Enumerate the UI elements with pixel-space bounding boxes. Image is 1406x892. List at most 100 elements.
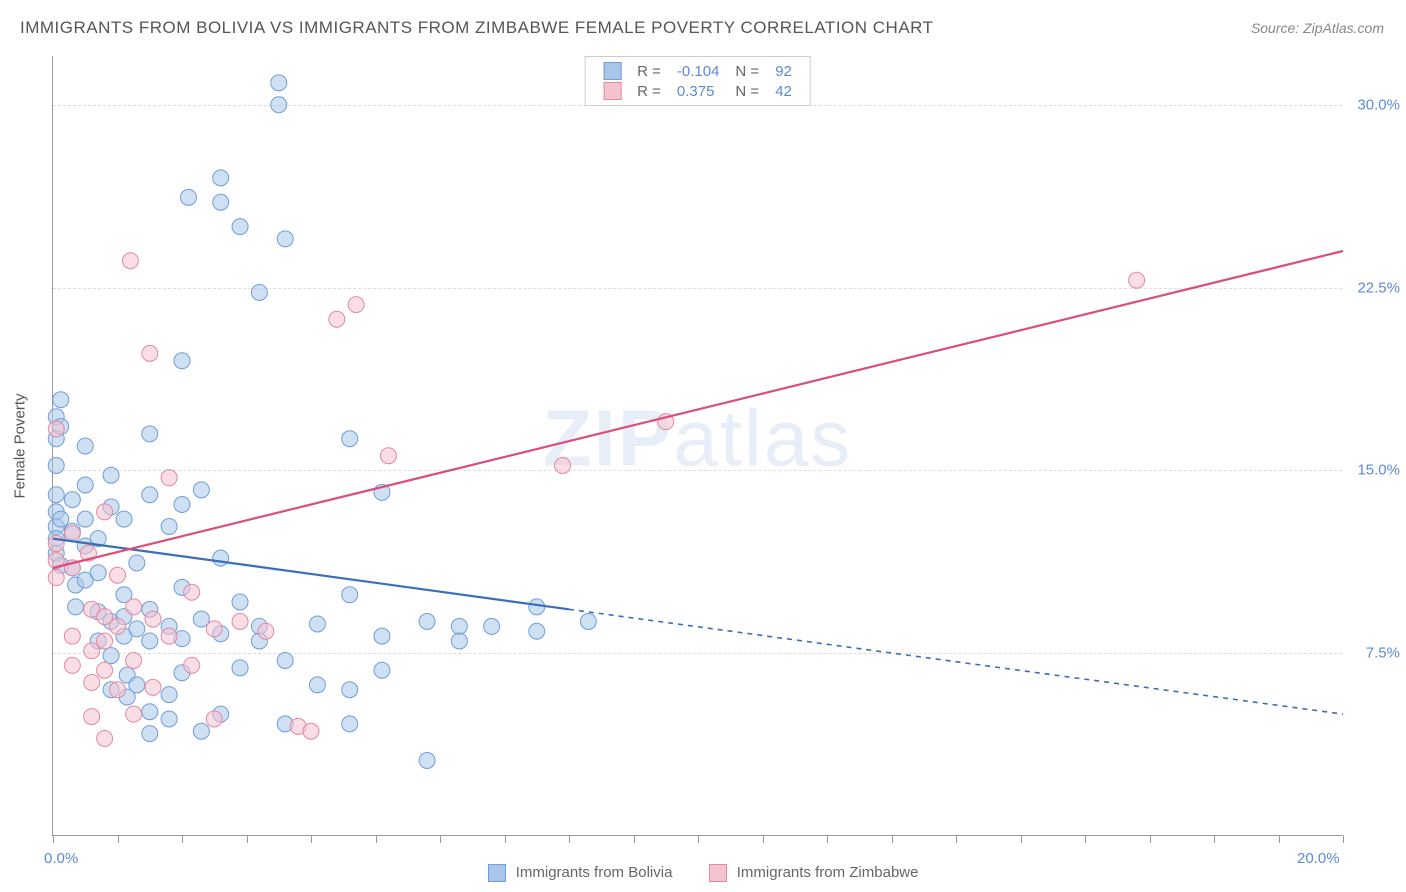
data-point — [53, 392, 69, 408]
data-point — [64, 526, 80, 542]
xtick — [698, 835, 699, 843]
legend-label-zimbabwe: Immigrants from Zimbabwe — [737, 864, 919, 881]
data-point — [161, 518, 177, 534]
data-point — [48, 570, 64, 586]
data-point — [103, 648, 119, 664]
data-point — [129, 621, 145, 637]
data-point — [90, 565, 106, 581]
xtick — [53, 835, 54, 843]
data-point — [342, 716, 358, 732]
legend-N-value-zimbabwe: 42 — [767, 81, 800, 101]
data-point — [251, 284, 267, 300]
data-point — [48, 487, 64, 503]
data-point — [84, 674, 100, 690]
xtick — [311, 835, 312, 843]
legend-R-label: R = — [629, 61, 669, 81]
data-point — [232, 594, 248, 610]
xtick — [1021, 835, 1022, 843]
data-point — [110, 682, 126, 698]
xtick — [634, 835, 635, 843]
legend-swatch-zimbabwe-bottom — [709, 864, 727, 882]
data-point — [529, 623, 545, 639]
legend-bottom: Immigrants from Bolivia Immigrants from … — [0, 864, 1406, 882]
data-point — [64, 657, 80, 673]
ytick-label: 7.5% — [1366, 645, 1400, 662]
data-point — [380, 448, 396, 464]
data-point — [309, 677, 325, 693]
legend-swatch-bolivia — [603, 62, 621, 80]
data-point — [309, 616, 325, 632]
data-point — [110, 567, 126, 583]
data-point — [77, 511, 93, 527]
data-point — [206, 711, 222, 727]
data-point — [419, 614, 435, 630]
legend-item-bolivia: Immigrants from Bolivia — [488, 864, 673, 882]
ytick-label: 30.0% — [1357, 96, 1400, 113]
data-point — [64, 628, 80, 644]
legend-item-zimbabwe: Immigrants from Zimbabwe — [709, 864, 919, 882]
xtick — [376, 835, 377, 843]
data-point — [142, 704, 158, 720]
data-point — [97, 633, 113, 649]
data-point — [184, 657, 200, 673]
data-point — [126, 653, 142, 669]
data-point — [555, 458, 571, 474]
xtick — [247, 835, 248, 843]
data-point — [258, 623, 274, 639]
data-point — [122, 253, 138, 269]
data-point — [529, 599, 545, 615]
data-point — [142, 633, 158, 649]
data-point — [193, 482, 209, 498]
data-point — [142, 345, 158, 361]
trend-line — [569, 609, 1343, 714]
data-point — [126, 706, 142, 722]
xtick — [505, 835, 506, 843]
data-point — [348, 297, 364, 313]
data-point — [484, 618, 500, 634]
data-point — [77, 477, 93, 493]
xtick-label: 20.0% — [1297, 850, 1340, 867]
xtick — [1214, 835, 1215, 843]
data-point — [213, 194, 229, 210]
data-point — [116, 511, 132, 527]
data-point — [232, 219, 248, 235]
data-point — [48, 536, 64, 552]
legend-swatch-zimbabwe — [603, 82, 621, 100]
legend-N-label: N = — [727, 61, 767, 81]
ytick-label: 15.0% — [1357, 462, 1400, 479]
data-point — [271, 97, 287, 113]
data-point — [97, 662, 113, 678]
xtick-label: 0.0% — [44, 850, 78, 867]
data-point — [419, 752, 435, 768]
data-point — [342, 682, 358, 698]
trend-line — [53, 251, 1343, 568]
xtick — [118, 835, 119, 843]
data-point — [232, 660, 248, 676]
xtick — [1279, 835, 1280, 843]
xtick — [956, 835, 957, 843]
data-point — [303, 723, 319, 739]
data-point — [68, 599, 84, 615]
data-point — [142, 726, 158, 742]
data-point — [53, 511, 69, 527]
data-point — [161, 628, 177, 644]
data-point — [342, 431, 358, 447]
data-point — [145, 679, 161, 695]
xtick — [827, 835, 828, 843]
data-point — [103, 467, 119, 483]
data-point — [77, 438, 93, 454]
chart-title: IMMIGRANTS FROM BOLIVIA VS IMMIGRANTS FR… — [20, 18, 934, 38]
data-point — [161, 687, 177, 703]
ytick-label: 22.5% — [1357, 279, 1400, 296]
legend-stats-row-bolivia: R = -0.104 N = 92 — [595, 61, 800, 81]
legend-R-value-zimbabwe: 0.375 — [669, 81, 728, 101]
data-point — [174, 353, 190, 369]
data-point — [342, 587, 358, 603]
data-point — [129, 555, 145, 571]
data-point — [142, 487, 158, 503]
xtick — [569, 835, 570, 843]
data-point — [206, 621, 222, 637]
data-point — [161, 470, 177, 486]
data-point — [64, 492, 80, 508]
data-point — [277, 653, 293, 669]
